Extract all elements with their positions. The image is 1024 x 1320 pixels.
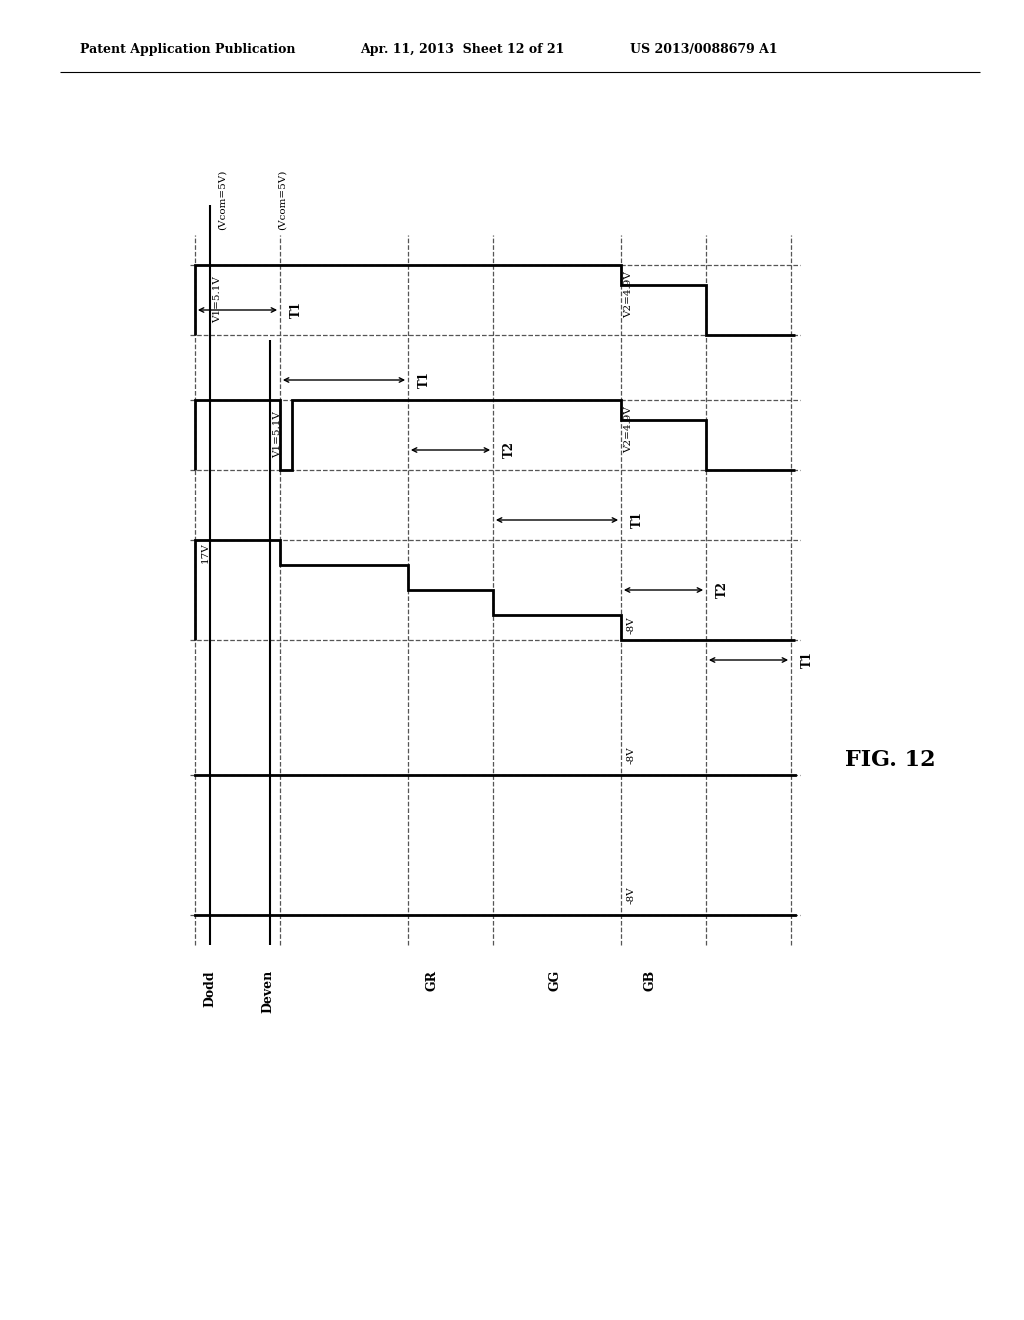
Text: 17V: 17V [201, 543, 210, 562]
Text: T2: T2 [503, 441, 516, 458]
Text: Patent Application Publication: Patent Application Publication [80, 44, 296, 57]
Text: V1=5.1V: V1=5.1V [273, 412, 283, 458]
Text: (Vcom=5V): (Vcom=5V) [278, 170, 287, 230]
Text: US 2013/0088679 A1: US 2013/0088679 A1 [630, 44, 777, 57]
Text: V2=4.9V: V2=4.9V [625, 272, 634, 318]
Text: -8V: -8V [627, 886, 636, 904]
Text: -8V: -8V [627, 746, 636, 764]
Text: T1: T1 [631, 512, 644, 528]
Text: T1: T1 [418, 371, 431, 388]
Text: T1: T1 [290, 301, 303, 318]
Text: V1=5.1V: V1=5.1V [213, 277, 222, 323]
Text: Dodd: Dodd [204, 970, 216, 1007]
Text: Deven: Deven [261, 970, 274, 1014]
Text: V2=4.9V: V2=4.9V [625, 407, 634, 454]
Text: GG: GG [549, 970, 561, 991]
Text: Apr. 11, 2013  Sheet 12 of 21: Apr. 11, 2013 Sheet 12 of 21 [360, 44, 564, 57]
Text: GB: GB [643, 970, 656, 991]
Text: GR: GR [426, 970, 438, 991]
Text: T2: T2 [716, 582, 729, 598]
Text: (Vcom=5V): (Vcom=5V) [218, 170, 227, 230]
Text: T1: T1 [801, 652, 814, 668]
Text: -8V: -8V [627, 616, 636, 634]
Text: FIG. 12: FIG. 12 [845, 748, 935, 771]
